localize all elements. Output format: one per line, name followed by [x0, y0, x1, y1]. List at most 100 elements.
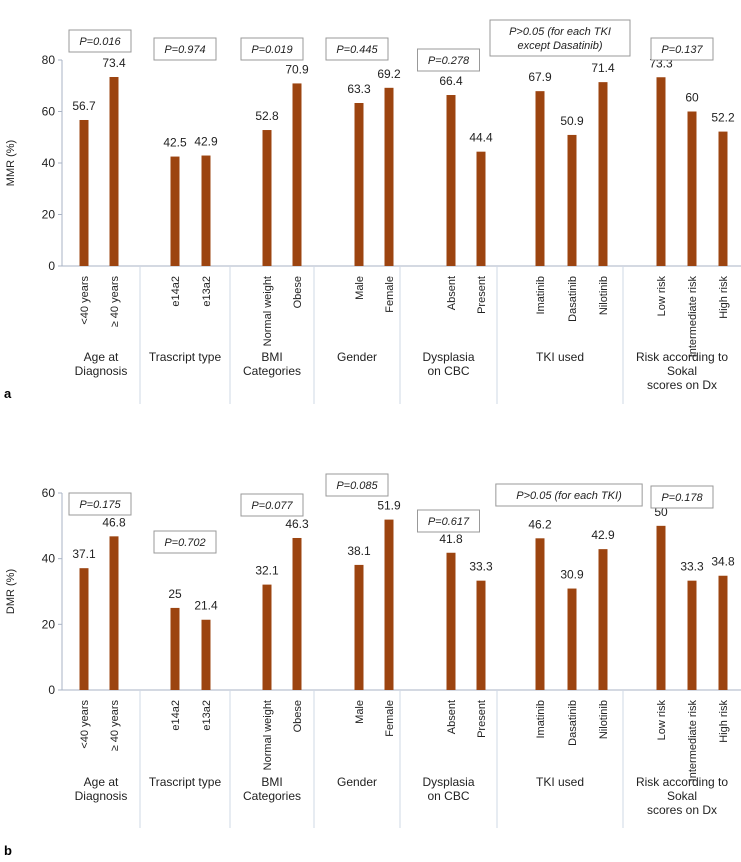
p-value-label: P=0.137	[661, 44, 703, 56]
category-label: Intermediate risk	[687, 276, 699, 358]
category-label: Nilotinib	[598, 700, 610, 739]
chart-panel-b: 0 20 40 60 DMR (%) 37.1 <40 years 46.8 ≥ 40 year…	[4, 473, 741, 858]
p-value-box	[325, 473, 389, 497]
bar	[656, 77, 666, 266]
category-label: Absent	[446, 276, 458, 310]
p-value-box	[68, 29, 132, 53]
group-label: Dysplasia	[422, 350, 474, 364]
y-axis-title: MMR (%)	[5, 140, 17, 186]
p-value-box	[240, 493, 304, 517]
y-tick-label: 20	[42, 208, 56, 222]
bar-value-label: 46.2	[528, 517, 552, 531]
group-label: Risk according to	[636, 775, 728, 789]
category-label: Normal weight	[262, 700, 274, 770]
bar-value-label: 46.3	[285, 517, 309, 531]
p-value-box	[489, 19, 631, 57]
p-value-box	[495, 483, 643, 507]
bar	[687, 111, 697, 266]
bar-value-label: 73.4	[102, 56, 126, 70]
y-tick-label: 60	[42, 486, 56, 500]
bar	[262, 584, 272, 690]
p-value-label: P=0.016	[79, 36, 121, 48]
p-value-label: P=0.702	[164, 537, 205, 549]
p-value-box	[325, 37, 389, 61]
p-value-box	[68, 492, 132, 516]
y-tick-label: 60	[42, 105, 56, 119]
category-label: <40 years	[79, 700, 91, 749]
y-tick-label: 40	[42, 156, 56, 170]
bar	[384, 519, 394, 690]
category-label: Obese	[292, 700, 304, 732]
bar	[567, 588, 577, 690]
p-value-box	[650, 37, 714, 61]
category-label: Female	[384, 700, 396, 737]
category-label: ≥ 40 years	[109, 700, 121, 752]
y-tick-label: 0	[48, 259, 55, 273]
bar	[476, 151, 486, 266]
bar-value-label: 63.3	[347, 82, 371, 96]
group-label: Trascript type	[149, 775, 222, 789]
bar-value-label: 42.9	[194, 135, 218, 149]
y-tick-label: 0	[48, 683, 55, 697]
bar-value-label: 44.4	[469, 131, 493, 145]
bar	[201, 155, 211, 266]
bar-value-label: 52.2	[711, 111, 735, 125]
p-value-label: P=0.974	[164, 44, 205, 56]
category-label: Female	[384, 276, 396, 313]
p-value-label: P=0.077	[251, 500, 293, 512]
p-value-box	[153, 37, 217, 61]
bar-value-label: 42.9	[591, 528, 615, 542]
category-label: Obese	[292, 276, 304, 308]
bar-value-label: 25	[168, 587, 182, 601]
category-label: Imatinib	[535, 700, 547, 739]
p-value-label: P=0.617	[428, 516, 470, 528]
bar	[292, 83, 302, 267]
bar-value-label: 69.2	[377, 67, 401, 81]
bar	[262, 130, 272, 266]
panel-label: b	[4, 843, 12, 858]
group-label: Sokal	[667, 364, 697, 378]
chart-panel-a: 0 20 40 60 80 MMR (%) 56.7 <40 years 73.4 ≥ 40 ye…	[4, 19, 741, 404]
category-label: Present	[476, 700, 488, 738]
group-label: Dysplasia	[422, 775, 474, 789]
bar-value-label: 33.3	[469, 560, 493, 574]
category-label: Absent	[446, 700, 458, 734]
p-value-label: P=0.019	[251, 44, 292, 56]
bar	[201, 619, 211, 690]
category-label: Intermediate risk	[687, 700, 699, 782]
group-label: Gender	[337, 350, 377, 364]
bar	[446, 95, 456, 267]
bar-value-label: 32.1	[255, 564, 279, 578]
bar	[79, 568, 89, 690]
group-label: on CBC	[427, 789, 469, 803]
bar	[79, 119, 89, 266]
group-label: Diagnosis	[75, 364, 128, 378]
group-label: Categories	[243, 364, 301, 378]
bar-value-label: 51.9	[377, 499, 401, 513]
y-tick-label: 20	[42, 617, 56, 631]
panel-label: a	[4, 386, 12, 401]
p-value-label: P>0.05 (for each TKI)	[516, 490, 622, 502]
category-label: e13a2	[201, 700, 213, 731]
bar	[567, 134, 577, 266]
bar-value-label: 70.9	[285, 62, 309, 76]
bar	[170, 607, 180, 690]
bar-value-label: 41.8	[439, 532, 463, 546]
bar	[598, 549, 608, 690]
y-tick-label: 40	[42, 552, 56, 566]
group-label: BMI	[261, 775, 282, 789]
bar-value-label: 71.4	[591, 61, 615, 75]
bar-value-label: 37.1	[72, 547, 96, 561]
group-label: Diagnosis	[75, 789, 128, 803]
bar	[718, 131, 728, 266]
group-label: Age at	[84, 775, 119, 789]
bar	[656, 525, 666, 690]
category-label: Dasatinib	[567, 700, 579, 746]
category-label: Present	[476, 276, 488, 314]
bar-value-label: 33.3	[680, 560, 704, 574]
bar	[384, 87, 394, 266]
category-label: High risk	[718, 276, 730, 319]
p-value-label: P=0.178	[661, 492, 703, 504]
category-label: e14a2	[170, 700, 182, 731]
